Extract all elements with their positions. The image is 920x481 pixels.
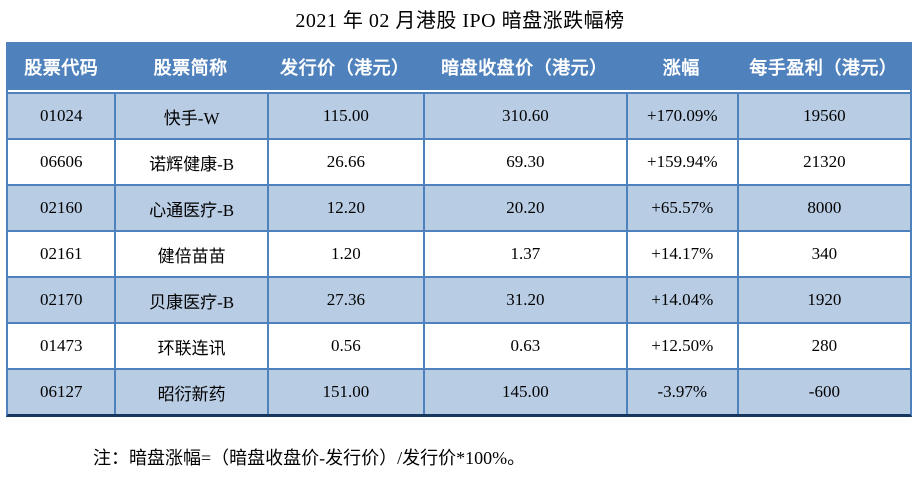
table-row: 06127 昭衍新药 151.00 145.00 -3.97% -600 [8, 368, 910, 414]
cell-issue-price: 27.36 [266, 276, 423, 322]
cell-stock-code: 02161 [8, 230, 115, 276]
cell-stock-name: 环联连讯 [114, 322, 267, 368]
cell-stock-code: 06606 [8, 138, 115, 184]
header-cell-change-pct: 涨幅 [625, 44, 737, 92]
cell-change-pct: +65.57% [625, 184, 737, 230]
cell-stock-name: 健倍苗苗 [114, 230, 267, 276]
table-body: 01024 快手-W 115.00 310.60 +170.09% 19560 06606 诺… [8, 92, 910, 414]
cell-profit-per-lot: 21320 [736, 138, 910, 184]
cell-profit-per-lot: -600 [736, 368, 910, 414]
cell-grey-close-price: 1.37 [422, 230, 626, 276]
cell-stock-name: 心通医疗-B [114, 184, 267, 230]
header-row: 股票代码 股票简称 发行价（港元） 暗盘收盘价（港元） 涨幅 每手盈利（港元） [8, 44, 910, 92]
header-cell-stock-code: 股票代码 [8, 44, 115, 92]
table-row: 02170 贝康医疗-B 27.36 31.20 +14.04% 1920 [8, 276, 910, 322]
cell-profit-per-lot: 280 [736, 322, 910, 368]
header-cell-profit-per-lot: 每手盈利（港元） [736, 44, 910, 92]
header-cell-stock-name: 股票简称 [114, 44, 267, 92]
cell-change-pct: +14.04% [625, 276, 737, 322]
table-row: 01473 环联连讯 0.56 0.63 +12.50% 280 [8, 322, 910, 368]
cell-stock-code: 06127 [8, 368, 115, 414]
cell-grey-close-price: 20.20 [422, 184, 626, 230]
table-row: 01024 快手-W 115.00 310.60 +170.09% 19560 [8, 92, 910, 138]
table-row: 02160 心通医疗-B 12.20 20.20 +65.57% 8000 [8, 184, 910, 230]
cell-stock-code: 01473 [8, 322, 115, 368]
cell-stock-name: 快手-W [114, 92, 267, 138]
cell-grey-close-price: 310.60 [422, 92, 626, 138]
table-row: 02161 健倍苗苗 1.20 1.37 +14.17% 340 [8, 230, 910, 276]
footnote: 注：暗盘涨幅=（暗盘收盘价-发行价）/发行价*100%。 [93, 448, 526, 468]
header-cell-grey-close-price: 暗盘收盘价（港元） [422, 44, 626, 92]
ipo-table: 股票代码 股票简称 发行价（港元） 暗盘收盘价（港元） 涨幅 每手盈利（港元） … [6, 42, 912, 417]
page-title: 2021 年 02 月港股 IPO 暗盘涨跌幅榜 [295, 10, 625, 32]
cell-issue-price: 115.00 [266, 92, 423, 138]
header-cell-issue-price: 发行价（港元） [266, 44, 423, 92]
cell-change-pct: +14.17% [625, 230, 737, 276]
cell-profit-per-lot: 1920 [736, 276, 910, 322]
cell-stock-name: 贝康医疗-B [114, 276, 267, 322]
cell-profit-per-lot: 8000 [736, 184, 910, 230]
cell-change-pct: +170.09% [625, 92, 737, 138]
cell-issue-price: 26.66 [266, 138, 423, 184]
cell-issue-price: 1.20 [266, 230, 423, 276]
cell-grey-close-price: 145.00 [422, 368, 626, 414]
cell-profit-per-lot: 340 [736, 230, 910, 276]
cell-stock-name: 诺辉健康-B [114, 138, 267, 184]
cell-issue-price: 12.20 [266, 184, 423, 230]
cell-grey-close-price: 69.30 [422, 138, 626, 184]
cell-stock-code: 01024 [8, 92, 115, 138]
cell-issue-price: 151.00 [266, 368, 423, 414]
cell-change-pct: +12.50% [625, 322, 737, 368]
cell-profit-per-lot: 19560 [736, 92, 910, 138]
cell-grey-close-price: 31.20 [422, 276, 626, 322]
cell-stock-code: 02160 [8, 184, 115, 230]
cell-change-pct: -3.97% [625, 368, 737, 414]
table-row: 06606 诺辉健康-B 26.66 69.30 +159.94% 21320 [8, 138, 910, 184]
cell-stock-name: 昭衍新药 [114, 368, 267, 414]
cell-stock-code: 02170 [8, 276, 115, 322]
cell-change-pct: +159.94% [625, 138, 737, 184]
cell-issue-price: 0.56 [266, 322, 423, 368]
cell-grey-close-price: 0.63 [422, 322, 626, 368]
